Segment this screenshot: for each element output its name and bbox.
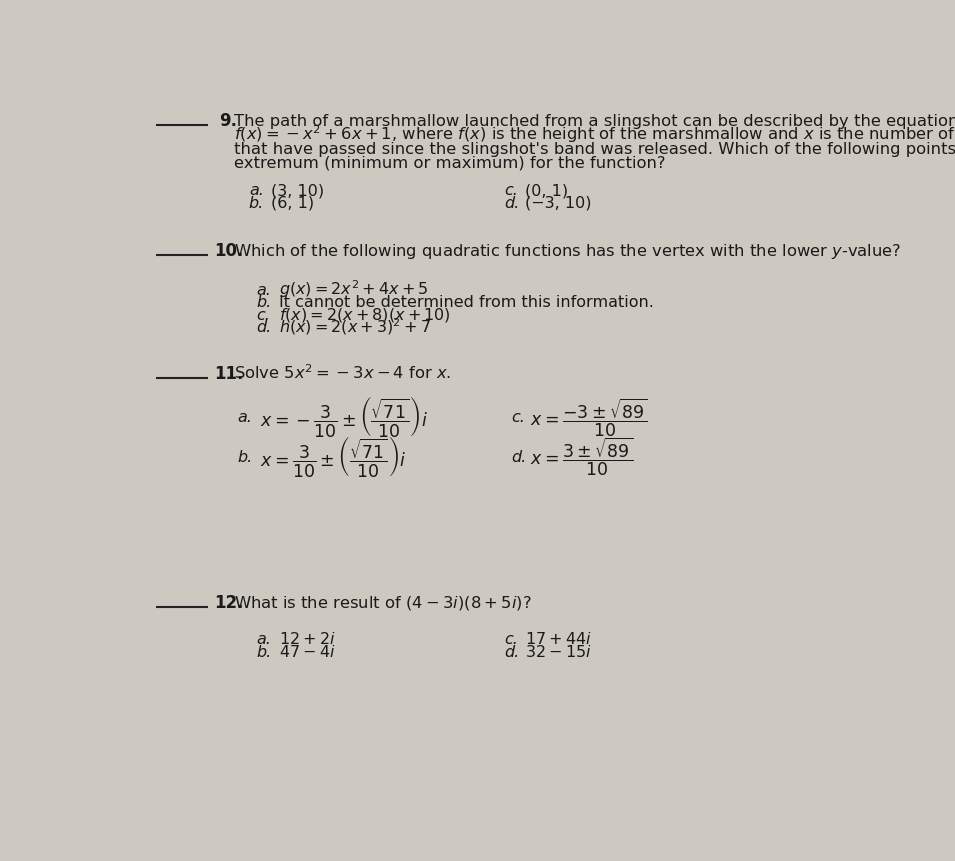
Text: $x = \dfrac{-3 \pm \sqrt{89}}{10}$: $x = \dfrac{-3 \pm \sqrt{89}}{10}$ [530, 396, 647, 438]
Text: c.: c. [504, 183, 519, 198]
Text: b.: b. [249, 195, 265, 210]
Text: $h(x) = 2(x + 3)^2 + 7$: $h(x) = 2(x + 3)^2 + 7$ [279, 316, 431, 337]
Text: 10.: 10. [214, 242, 244, 260]
Text: (3, 10): (3, 10) [271, 183, 325, 198]
Text: c.: c. [512, 410, 525, 424]
Text: Solve $5x^2 = -3x - 4$ for $x$.: Solve $5x^2 = -3x - 4$ for $x$. [234, 362, 452, 381]
Text: $12 + 2i$: $12 + 2i$ [279, 630, 335, 647]
Text: (6, 1): (6, 1) [271, 195, 314, 210]
Text: that have passed since the slingshot's band was released. Which of the following: that have passed since the slingshot's b… [234, 142, 955, 157]
Text: What is the result of $(4 - 3i)(8 + 5i)$?: What is the result of $(4 - 3i)(8 + 5i)$… [234, 594, 532, 611]
Text: b.: b. [238, 449, 253, 464]
Text: a.: a. [238, 410, 253, 424]
Text: 11.: 11. [214, 364, 244, 382]
Text: Which of the following quadratic functions has the vertex with the lower $y$-val: Which of the following quadratic functio… [234, 242, 902, 261]
Text: $x = \dfrac{3}{10} \pm \left(\dfrac{\sqrt{71}}{10}\right)i$: $x = \dfrac{3}{10} \pm \left(\dfrac{\sqr… [260, 434, 407, 480]
Text: $32 - 15i$: $32 - 15i$ [525, 643, 592, 660]
Text: $17 + 44i$: $17 + 44i$ [525, 630, 592, 647]
Text: 12.: 12. [214, 593, 244, 611]
Text: d.: d. [504, 644, 520, 660]
Text: (−3, 10): (−3, 10) [525, 195, 591, 210]
Text: c.: c. [256, 307, 270, 323]
Text: d.: d. [512, 449, 527, 464]
Text: It cannot be determined from this information.: It cannot be determined from this inform… [279, 294, 653, 310]
Text: $g(x) = 2x^2 + 4x + 5$: $g(x) = 2x^2 + 4x + 5$ [279, 277, 428, 300]
Text: a.: a. [256, 282, 271, 297]
Text: c.: c. [504, 632, 519, 647]
Text: b.: b. [256, 294, 271, 310]
Text: d.: d. [504, 195, 520, 210]
Text: (0, 1): (0, 1) [525, 183, 568, 198]
Text: $47 - 4i$: $47 - 4i$ [279, 643, 335, 660]
Text: $f(x) = 2(x + 8)(x + 10)$: $f(x) = 2(x + 8)(x + 10)$ [279, 306, 451, 324]
Text: $f(x) = -x^2 + 6x + 1$, where $f(x)$ is the height of the marshmallow and $x$ is: $f(x) = -x^2 + 6x + 1$, where $f(x)$ is … [234, 123, 955, 145]
Text: extremum (minimum or maximum) for the function?: extremum (minimum or maximum) for the fu… [234, 156, 666, 170]
Text: $x = \dfrac{3 \pm \sqrt{89}}{10}$: $x = \dfrac{3 \pm \sqrt{89}}{10}$ [530, 436, 633, 478]
Text: d.: d. [256, 320, 271, 335]
Text: a.: a. [256, 632, 271, 647]
Text: 9.: 9. [220, 112, 237, 130]
Text: $x = -\dfrac{3}{10} \pm \left(\dfrac{\sqrt{71}}{10}\right)i$: $x = -\dfrac{3}{10} \pm \left(\dfrac{\sq… [260, 394, 428, 439]
Text: b.: b. [256, 644, 271, 660]
Text: The path of a marshmallow launched from a slingshot can be described by the equa: The path of a marshmallow launched from … [234, 114, 955, 129]
Text: a.: a. [249, 183, 264, 198]
